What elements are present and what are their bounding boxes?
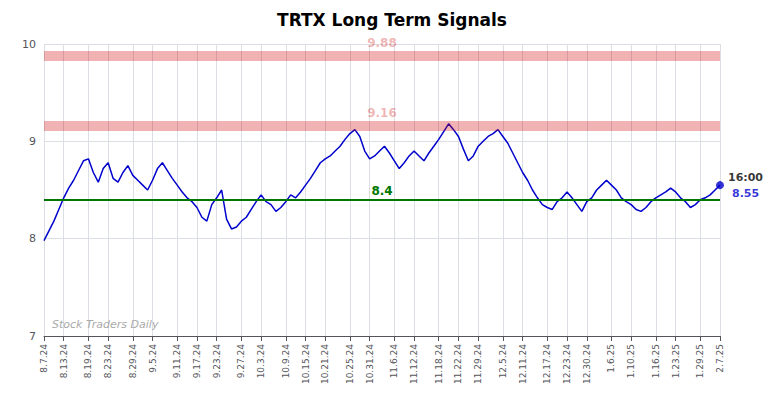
svg-text:Stock Traders Daily: Stock Traders Daily bbox=[52, 318, 159, 331]
svg-text:9.17.24: 9.17.24 bbox=[192, 344, 202, 379]
svg-text:10.25.24: 10.25.24 bbox=[345, 344, 355, 384]
svg-text:11.29.24: 11.29.24 bbox=[473, 344, 483, 384]
svg-text:9.27.24: 9.27.24 bbox=[236, 344, 246, 379]
svg-text:TRTX Long Term Signals: TRTX Long Term Signals bbox=[277, 10, 507, 30]
svg-text:1.23.25: 1.23.25 bbox=[671, 344, 681, 378]
svg-text:12.17.24: 12.17.24 bbox=[542, 344, 552, 384]
svg-text:9.11.24: 9.11.24 bbox=[172, 344, 182, 379]
svg-text:1.10.25: 1.10.25 bbox=[626, 344, 636, 378]
svg-text:9.23.24: 9.23.24 bbox=[212, 344, 222, 379]
svg-text:8.29.24: 8.29.24 bbox=[128, 344, 138, 379]
svg-text:8: 8 bbox=[29, 232, 36, 245]
svg-text:9.16: 9.16 bbox=[367, 106, 397, 120]
svg-text:8.23.24: 8.23.24 bbox=[103, 344, 113, 379]
svg-text:10.31.24: 10.31.24 bbox=[365, 344, 375, 384]
svg-text:11.6.24: 11.6.24 bbox=[389, 344, 399, 379]
svg-text:12.11.24: 12.11.24 bbox=[518, 344, 528, 384]
svg-text:7: 7 bbox=[29, 330, 36, 343]
svg-text:9.5.24: 9.5.24 bbox=[148, 344, 158, 373]
svg-text:10.21.24: 10.21.24 bbox=[320, 344, 330, 384]
svg-text:8.7.24: 8.7.24 bbox=[39, 344, 49, 373]
svg-text:1.29.25: 1.29.25 bbox=[695, 344, 705, 378]
svg-text:12.5.24: 12.5.24 bbox=[498, 344, 508, 379]
svg-text:10: 10 bbox=[22, 38, 36, 51]
svg-text:8.13.24: 8.13.24 bbox=[59, 344, 69, 379]
svg-text:1.16.25: 1.16.25 bbox=[651, 344, 661, 378]
svg-text:8.55: 8.55 bbox=[732, 187, 759, 200]
svg-text:8.19.24: 8.19.24 bbox=[83, 344, 93, 379]
svg-text:11.22.24: 11.22.24 bbox=[453, 344, 463, 384]
svg-text:12.23.24: 12.23.24 bbox=[562, 344, 572, 384]
svg-text:11.18.24: 11.18.24 bbox=[434, 344, 444, 384]
svg-text:2.7.25: 2.7.25 bbox=[715, 344, 725, 373]
svg-text:10.3.24: 10.3.24 bbox=[256, 344, 266, 379]
svg-text:16:00: 16:00 bbox=[728, 171, 763, 184]
svg-text:10.9.24: 10.9.24 bbox=[281, 344, 291, 379]
svg-text:11.12.24: 11.12.24 bbox=[409, 344, 419, 384]
svg-text:9.88: 9.88 bbox=[367, 36, 397, 50]
svg-text:9: 9 bbox=[29, 135, 36, 148]
svg-text:1.6.25: 1.6.25 bbox=[606, 344, 616, 373]
svg-text:10.15.24: 10.15.24 bbox=[301, 344, 311, 384]
svg-text:12.30.24: 12.30.24 bbox=[582, 344, 592, 384]
svg-text:8.4: 8.4 bbox=[371, 184, 392, 198]
